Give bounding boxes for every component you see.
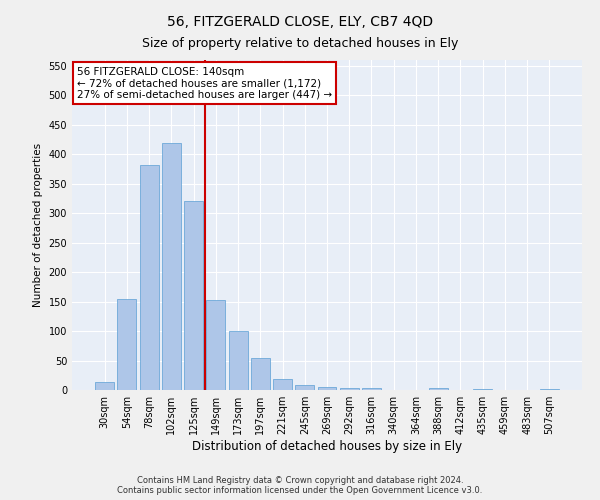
Bar bbox=[206, 300, 225, 390]
Text: Contains HM Land Registry data © Crown copyright and database right 2024.
Contai: Contains HM Land Registry data © Crown c… bbox=[118, 476, 482, 495]
Bar bbox=[317, 387, 337, 390]
Bar bbox=[118, 298, 136, 390]
Bar bbox=[340, 388, 359, 390]
Bar bbox=[362, 388, 381, 390]
Bar bbox=[140, 165, 158, 390]
Text: 56, FITZGERALD CLOSE, ELY, CB7 4QD: 56, FITZGERALD CLOSE, ELY, CB7 4QD bbox=[167, 15, 433, 29]
Y-axis label: Number of detached properties: Number of detached properties bbox=[33, 143, 43, 307]
Bar bbox=[251, 358, 270, 390]
Bar bbox=[162, 142, 181, 390]
Bar bbox=[429, 388, 448, 390]
Text: 56 FITZGERALD CLOSE: 140sqm
← 72% of detached houses are smaller (1,172)
27% of : 56 FITZGERALD CLOSE: 140sqm ← 72% of det… bbox=[77, 66, 332, 100]
Bar bbox=[184, 202, 203, 390]
X-axis label: Distribution of detached houses by size in Ely: Distribution of detached houses by size … bbox=[192, 440, 462, 453]
Text: Size of property relative to detached houses in Ely: Size of property relative to detached ho… bbox=[142, 38, 458, 51]
Bar bbox=[95, 382, 114, 390]
Bar bbox=[273, 380, 292, 390]
Bar bbox=[229, 331, 248, 390]
Bar bbox=[295, 384, 314, 390]
